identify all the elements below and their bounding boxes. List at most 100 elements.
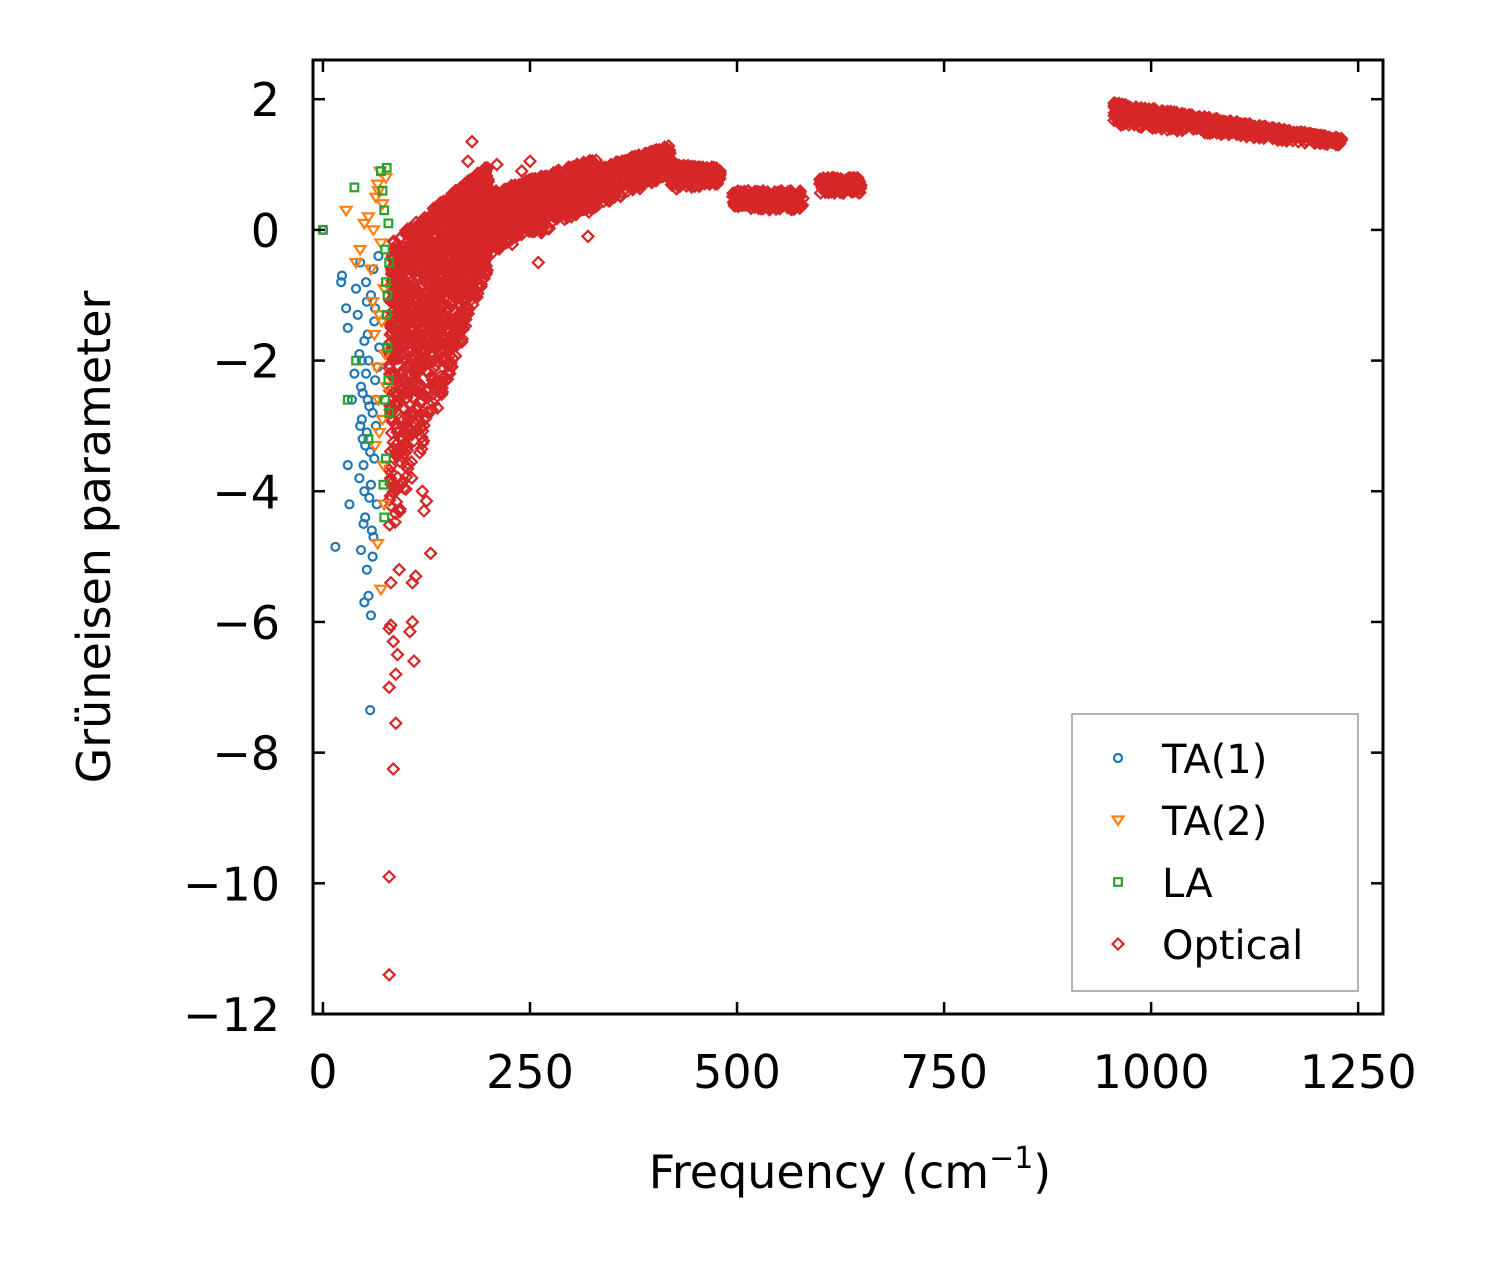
point-la	[379, 205, 390, 216]
point-optical	[414, 306, 429, 321]
point-optical	[422, 290, 437, 305]
point-optical	[403, 368, 418, 383]
point-optical	[438, 308, 453, 323]
point-ta1	[355, 381, 367, 392]
point-optical	[519, 219, 534, 234]
point-optical	[407, 238, 422, 253]
point-optical	[559, 166, 574, 181]
point-optical	[1216, 124, 1231, 140]
point-optical	[440, 274, 455, 289]
point-optical	[1211, 114, 1226, 129]
point-optical	[772, 192, 787, 207]
point-ta1	[357, 388, 368, 399]
point-la	[349, 182, 360, 193]
point-ta2	[365, 297, 381, 309]
point-optical	[419, 324, 435, 339]
point-optical	[430, 292, 445, 307]
point-optical	[418, 267, 433, 282]
point-optical	[426, 354, 441, 369]
legend-marker-ta2	[1110, 815, 1126, 828]
point-optical	[405, 263, 420, 278]
point-optical	[793, 196, 808, 211]
point-optical	[398, 226, 413, 241]
point-optical	[402, 624, 417, 639]
point-optical	[398, 274, 413, 289]
point-optical	[766, 199, 781, 214]
point-optical	[688, 169, 703, 184]
point-optical	[419, 384, 435, 399]
point-la	[383, 218, 394, 229]
y-tick-label: −8	[212, 727, 280, 781]
point-optical	[390, 385, 405, 400]
point-optical	[423, 546, 438, 561]
point-la	[379, 512, 390, 523]
point-ta1	[359, 486, 370, 497]
point-la	[380, 453, 391, 464]
point-ta2	[378, 173, 394, 185]
point-optical	[665, 177, 680, 192]
point-optical	[391, 304, 406, 319]
point-optical	[406, 654, 422, 669]
point-optical	[594, 176, 609, 192]
point-optical	[852, 174, 867, 189]
point-ta2	[371, 427, 387, 440]
point-optical	[780, 200, 795, 215]
point-optical	[403, 398, 418, 413]
point-ta1	[354, 473, 365, 484]
point-optical	[406, 336, 421, 351]
point-la	[380, 277, 391, 288]
point-optical	[420, 405, 435, 420]
point-ta2	[375, 414, 391, 427]
point-optical	[821, 185, 836, 200]
point-optical	[386, 761, 401, 777]
point-optical	[388, 479, 403, 494]
point-la	[381, 309, 392, 320]
point-optical	[744, 193, 760, 208]
point-optical	[390, 647, 405, 662]
point-optical	[400, 461, 415, 476]
point-optical	[430, 300, 445, 315]
point-optical	[1197, 125, 1212, 140]
point-optical	[535, 170, 550, 186]
point-optical	[528, 215, 543, 230]
point-optical	[601, 189, 616, 204]
point-ta2	[370, 538, 386, 551]
y-tick-label: 0	[251, 204, 280, 258]
point-ta1	[359, 335, 370, 347]
point-optical	[633, 156, 648, 171]
point-ta2	[356, 218, 372, 231]
point-optical	[388, 716, 403, 731]
point-optical	[385, 341, 400, 356]
point-optical	[712, 165, 727, 180]
point-ta2	[366, 329, 382, 342]
point-optical	[426, 241, 441, 256]
point-ta1	[355, 420, 366, 432]
point-la	[351, 355, 361, 366]
point-optical	[1267, 121, 1282, 136]
point-optical	[737, 196, 752, 211]
point-optical	[442, 295, 458, 310]
point-optical	[392, 562, 407, 577]
point-optical	[416, 503, 432, 518]
point-optical	[430, 400, 445, 415]
point-optical	[604, 172, 619, 187]
point-ta1	[350, 283, 362, 294]
point-la	[363, 434, 374, 444]
point-optical	[415, 251, 430, 266]
point-ta1	[360, 368, 372, 379]
point-optical	[446, 339, 461, 354]
point-optical	[1238, 118, 1253, 133]
point-optical	[539, 190, 554, 205]
point-optical	[384, 316, 399, 331]
point-ta1	[360, 512, 371, 523]
x-axis-title-main: Frequency (cm	[649, 1145, 989, 1199]
point-optical	[400, 427, 415, 442]
point-optical	[453, 217, 468, 232]
point-optical	[649, 143, 664, 158]
point-optical	[415, 484, 430, 499]
point-optical	[620, 154, 636, 169]
point-optical	[1165, 114, 1180, 129]
point-optical	[423, 209, 438, 224]
point-optical	[1318, 134, 1333, 149]
point-optical	[434, 266, 449, 281]
